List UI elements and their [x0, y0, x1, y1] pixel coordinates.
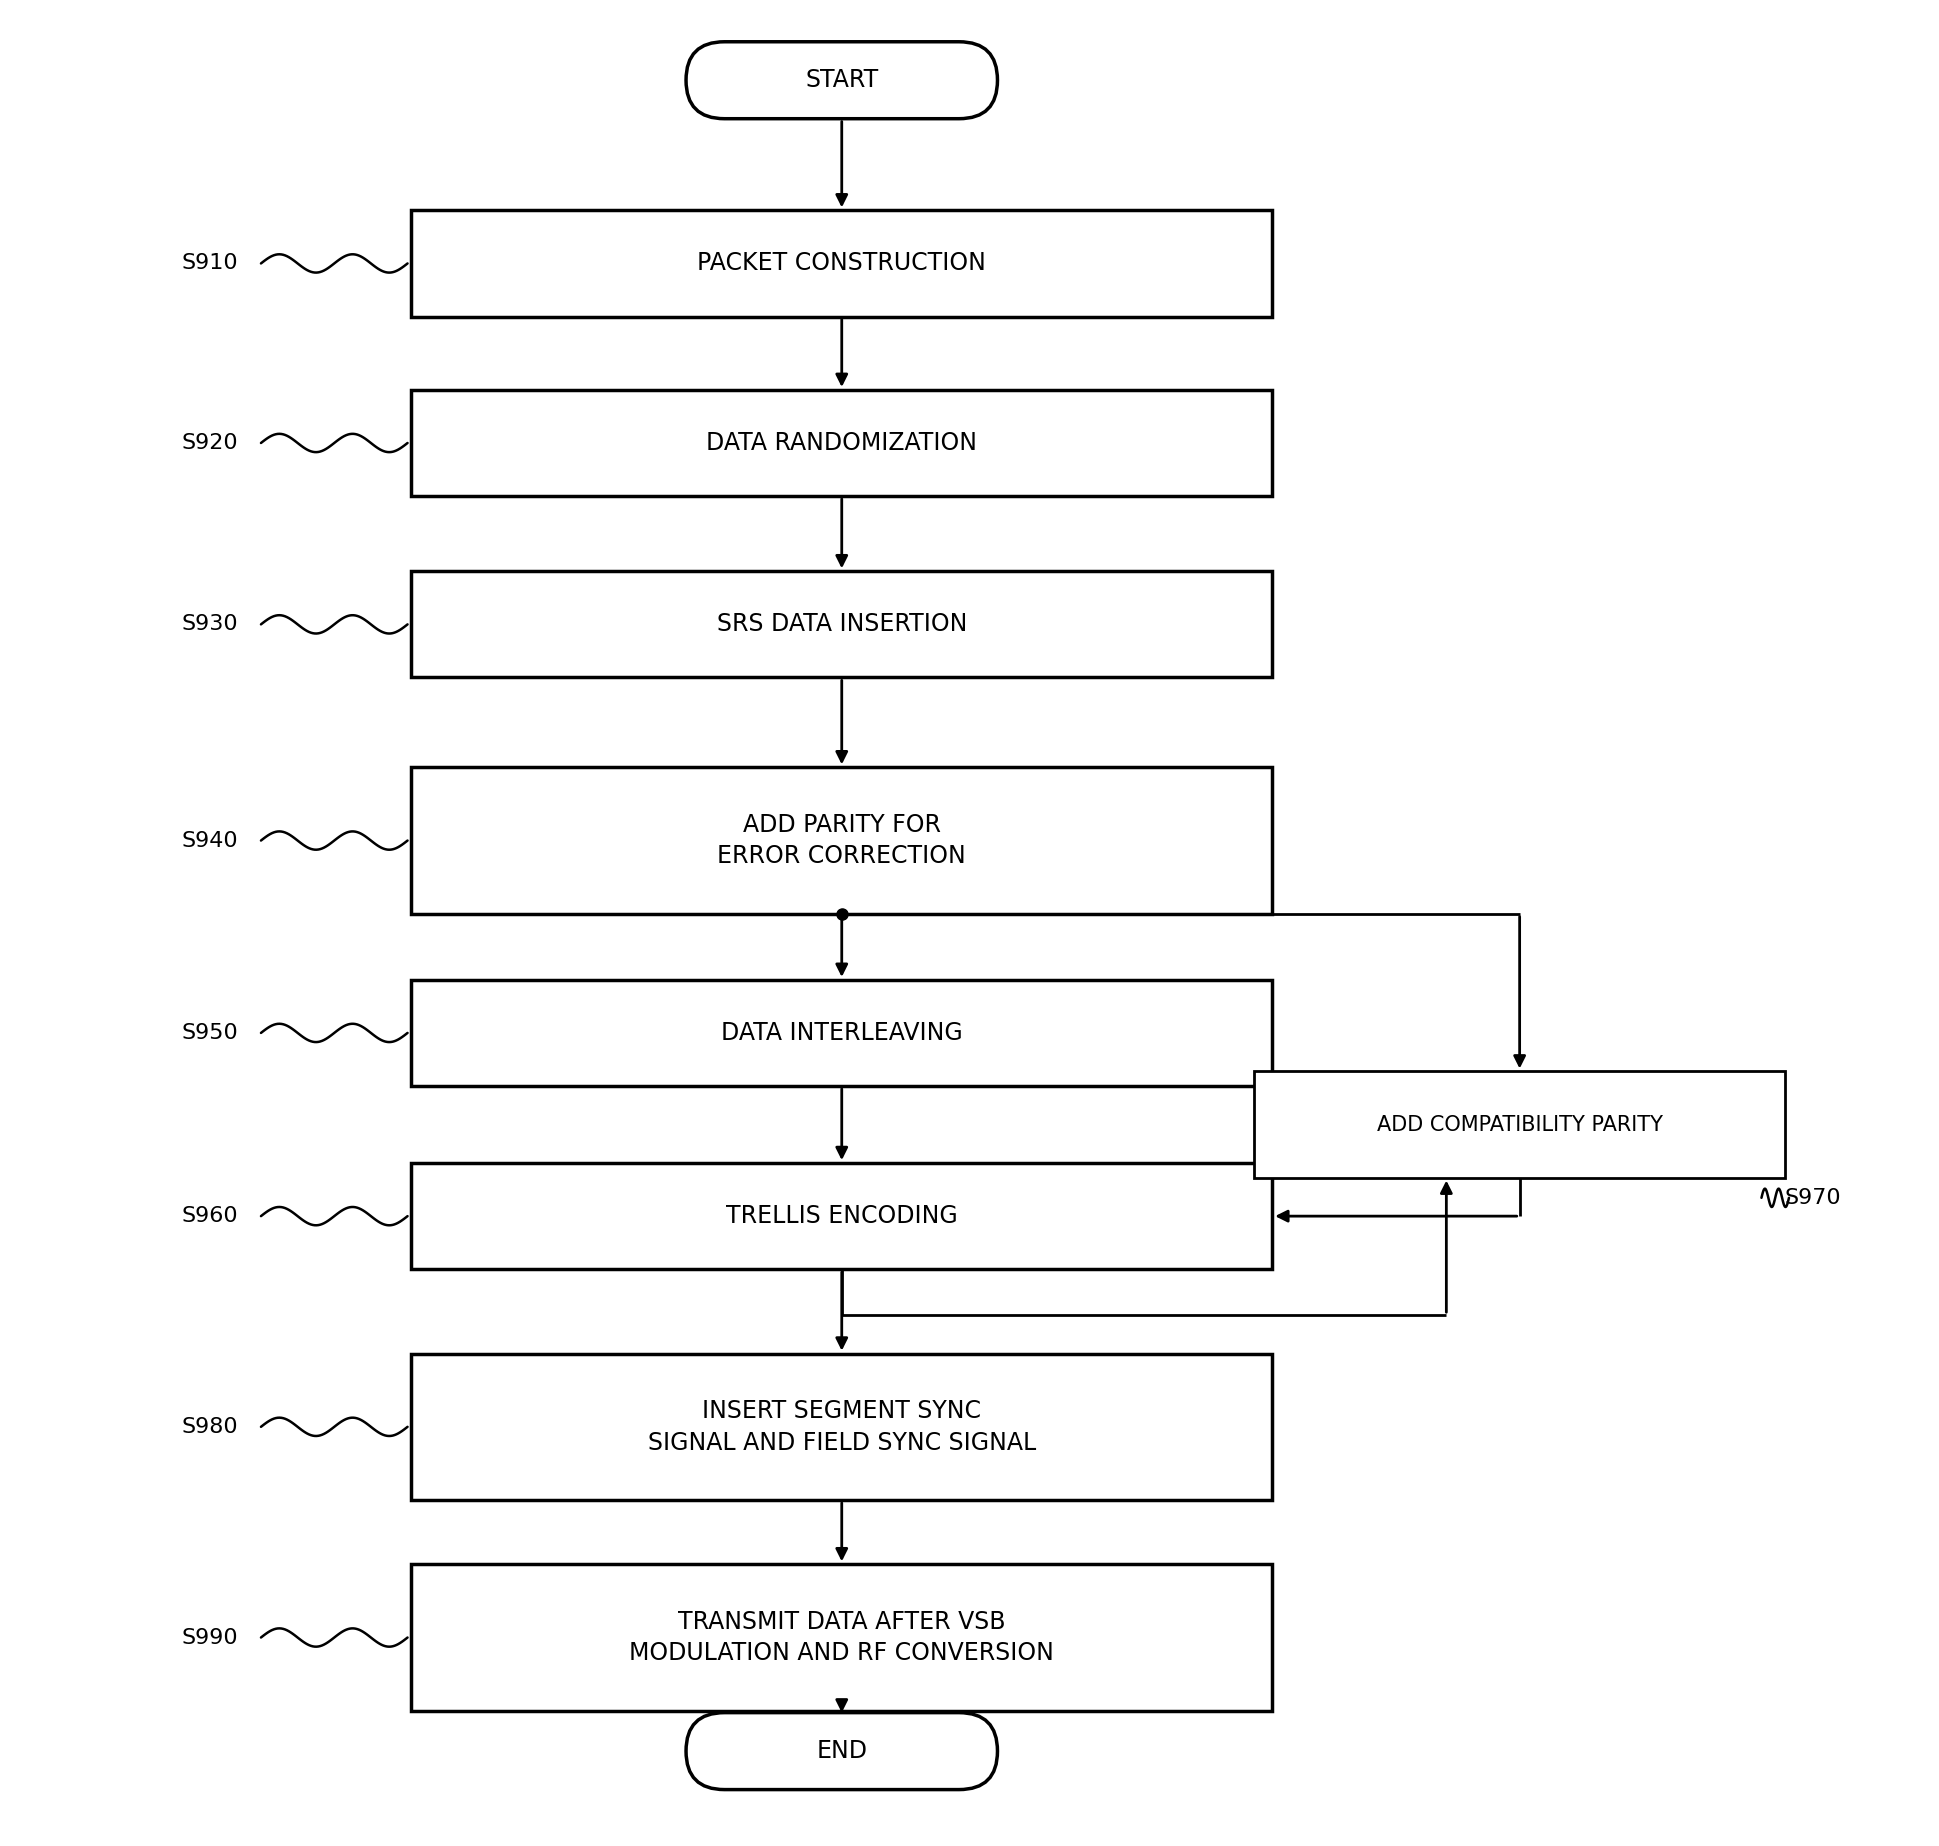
Text: S970: S970 [1784, 1187, 1840, 1207]
Text: S930: S930 [180, 615, 238, 635]
Text: ADD PARITY FOR
ERROR CORRECTION: ADD PARITY FOR ERROR CORRECTION [717, 812, 966, 868]
Bar [411, 980, 1272, 1085]
Text: DATA INTERLEAVING: DATA INTERLEAVING [721, 1021, 962, 1045]
Bar [411, 1353, 1272, 1501]
Text: START: START [805, 68, 878, 92]
Text: S960: S960 [180, 1205, 238, 1226]
Text: TRANSMIT DATA AFTER VSB
MODULATION AND RF CONVERSION: TRANSMIT DATA AFTER VSB MODULATION AND R… [628, 1610, 1053, 1665]
Text: ADD COMPATIBILITY PARITY: ADD COMPATIBILITY PARITY [1377, 1115, 1662, 1135]
FancyBboxPatch shape [686, 1713, 997, 1789]
Text: S940: S940 [180, 831, 238, 851]
Text: TRELLIS ENCODING: TRELLIS ENCODING [725, 1204, 958, 1228]
Text: SRS DATA INSERTION: SRS DATA INSERTION [715, 613, 966, 637]
Bar [411, 768, 1272, 914]
Bar [411, 210, 1272, 316]
Text: S920: S920 [180, 434, 238, 452]
Text: PACKET CONSTRUCTION: PACKET CONSTRUCTION [696, 251, 985, 275]
Text: INSERT SEGMENT SYNC
SIGNAL AND FIELD SYNC SIGNAL: INSERT SEGMENT SYNC SIGNAL AND FIELD SYN… [648, 1399, 1035, 1455]
Text: DATA RANDOMIZATION: DATA RANDOMIZATION [706, 430, 977, 454]
Bar [411, 570, 1272, 677]
Bar [411, 1564, 1272, 1711]
Text: S910: S910 [180, 253, 238, 273]
Text: END: END [816, 1739, 867, 1763]
Text: S950: S950 [180, 1023, 238, 1043]
FancyBboxPatch shape [686, 42, 997, 118]
Bar [1253, 1071, 1784, 1178]
Bar [411, 390, 1272, 497]
Text: S980: S980 [180, 1418, 238, 1436]
Bar [411, 1163, 1272, 1270]
Text: S990: S990 [180, 1628, 238, 1647]
